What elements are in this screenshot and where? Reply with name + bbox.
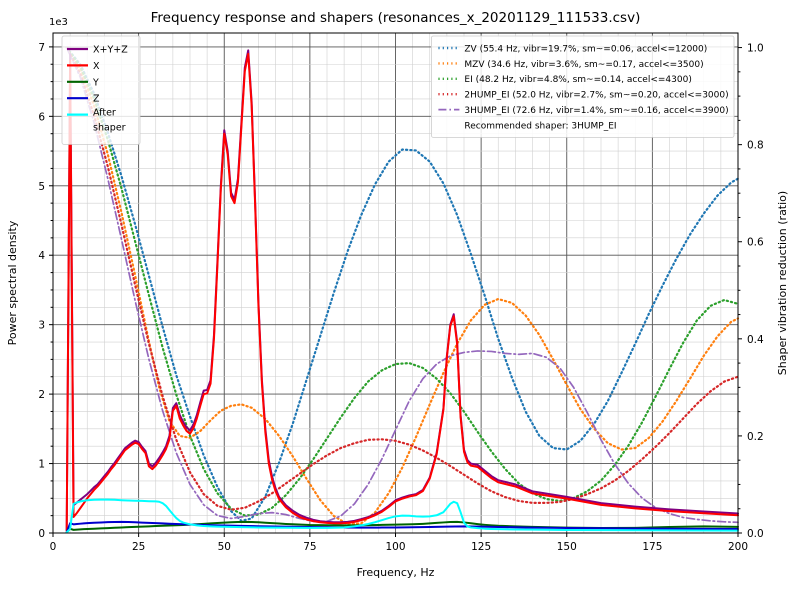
- psd-curve-after-shaper: [65, 498, 739, 534]
- shaper-legend-label: 3HUMP_EI (72.6 Hz, vibr=1.4%, sm~=0.16, …: [464, 106, 728, 116]
- y-right-tick-label: 0.4: [747, 334, 764, 346]
- y-tick-label: 0: [38, 528, 45, 540]
- x-tick-label: 25: [132, 541, 145, 553]
- psd-legend-label: X: [93, 61, 100, 72]
- shaper-curve-ei: [65, 46, 740, 517]
- y-right-tick-label: 0.2: [747, 431, 764, 443]
- x-tick-label: 175: [642, 541, 662, 553]
- shaper-curve-3hump_ei: [65, 46, 739, 524]
- y-tick-label: 1: [38, 459, 45, 471]
- shaper-legend-label: EI (48.2 Hz, vibr=4.8%, sm~=0.14, accel<…: [464, 75, 691, 85]
- x-tick-label: 150: [557, 541, 577, 553]
- y-right-tick-label: 0.8: [747, 140, 764, 152]
- psd-legend-label: Z: [93, 94, 100, 105]
- psd-legend-label: Y: [92, 77, 99, 88]
- x-tick-label: 200: [728, 541, 748, 553]
- x-tick-label: 100: [385, 541, 405, 553]
- psd-legend-label: After: [93, 108, 116, 119]
- y-tick-label: 3: [38, 320, 45, 332]
- y-tick-label: 6: [38, 111, 45, 123]
- shaper-legend-label: ZV (55.4 Hz, vibr=19.7%, sm~=0.06, accel…: [464, 44, 707, 54]
- chart-title: Frequency response and shapers (resonanc…: [151, 10, 641, 26]
- psd-legend-box: [61, 35, 141, 145]
- x-tick-label: 0: [50, 541, 57, 553]
- shaper-curve-2hump_ei: [65, 46, 740, 511]
- recommended-shaper-note: Recommended shaper: 3HUMP_EI: [464, 121, 616, 131]
- y-tick-label: 5: [38, 181, 45, 193]
- y-tick-label: 2: [38, 389, 45, 401]
- y-tick-label: 4: [38, 250, 45, 262]
- y-axis-label: Power spectral density: [6, 220, 19, 345]
- psd-legend-label: X+Y+Z: [93, 45, 128, 56]
- y-right-tick-label: 0.6: [747, 237, 764, 249]
- y-tick-label: 7: [38, 42, 45, 54]
- x-axis-label: Frequency, Hz: [357, 566, 435, 579]
- psd-curve-x: [65, 52, 739, 532]
- x-tick-label: 50: [218, 541, 231, 553]
- x-tick-label: 75: [303, 541, 316, 553]
- psd-curve-y: [65, 520, 739, 534]
- psd-curve-z: [65, 520, 739, 534]
- y-right-tick-label: 0.0: [747, 528, 764, 540]
- shaper-legend-label: 2HUMP_EI (52.0 Hz, vibr=2.7%, sm~=0.20, …: [464, 91, 728, 101]
- y-axis-offset-text: 1e3: [49, 17, 68, 28]
- y-right-tick-label: 1.0: [747, 43, 764, 55]
- shaper-curve-zv: [65, 46, 740, 523]
- shaper-legend-box: [430, 35, 735, 138]
- shaper-legend-label: MZV (34.6 Hz, vibr=3.6%, sm~=0.17, accel…: [464, 60, 703, 70]
- y-axis-label-right: Shaper vibration reduction (ratio): [776, 191, 789, 375]
- psd-legend-label-cont: shaper: [93, 123, 126, 134]
- x-tick-label: 125: [471, 541, 491, 553]
